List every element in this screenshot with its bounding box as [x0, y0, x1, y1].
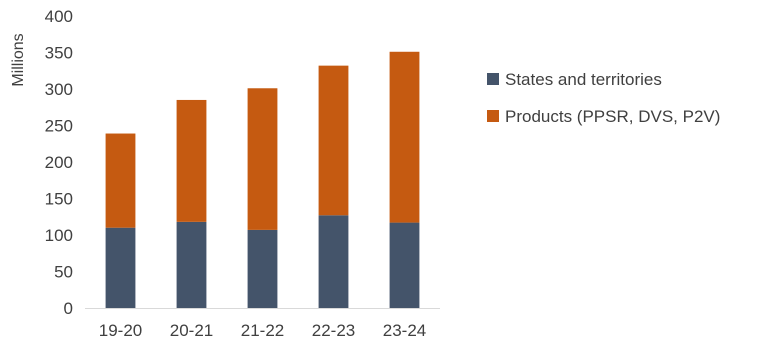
- y-tick-label: 250: [45, 117, 73, 136]
- y-tick-label: 150: [45, 190, 73, 209]
- bar-products-20-21: [176, 99, 207, 222]
- y-axis-ticks: 0 50 100 150 200 250 300 350 400: [45, 7, 73, 318]
- y-tick-label: 300: [45, 80, 73, 99]
- y-tick-label: 400: [45, 7, 73, 26]
- x-tick-label: 20-21: [170, 321, 213, 340]
- legend-label: States and territories: [505, 70, 662, 89]
- bar-states-territories-22-23: [318, 215, 349, 308]
- bar-states-territories-19-20: [105, 227, 136, 308]
- legend-swatch: [487, 73, 499, 85]
- x-axis-ticks: 19-20 20-21 21-22 22-23 23-24: [99, 321, 426, 340]
- y-tick-label: 50: [54, 263, 73, 282]
- legend-label: Products (PPSR, DVS, P2V): [505, 107, 720, 126]
- x-tick-label: 19-20: [99, 321, 142, 340]
- x-tick-label: 23-24: [383, 321, 426, 340]
- bar-states-territories-23-24: [389, 222, 420, 308]
- y-tick-label: 350: [45, 44, 73, 63]
- y-tick-label: 200: [45, 153, 73, 172]
- bar-products-19-20: [105, 133, 136, 228]
- bar-states-territories-20-21: [176, 221, 207, 308]
- legend: States and territories Products (PPSR, DV…: [487, 70, 720, 126]
- y-axis-title: Millions: [10, 33, 27, 86]
- bar-states-territories-21-22: [247, 229, 278, 308]
- bar-products-23-24: [389, 51, 420, 223]
- legend-swatch: [487, 110, 499, 122]
- bar-products-21-22: [247, 88, 278, 230]
- x-tick-label: 21-22: [241, 321, 284, 340]
- bars: [105, 51, 420, 308]
- y-tick-label: 0: [64, 299, 73, 318]
- x-tick-label: 22-23: [312, 321, 355, 340]
- y-tick-label: 100: [45, 226, 73, 245]
- bar-products-22-23: [318, 65, 349, 216]
